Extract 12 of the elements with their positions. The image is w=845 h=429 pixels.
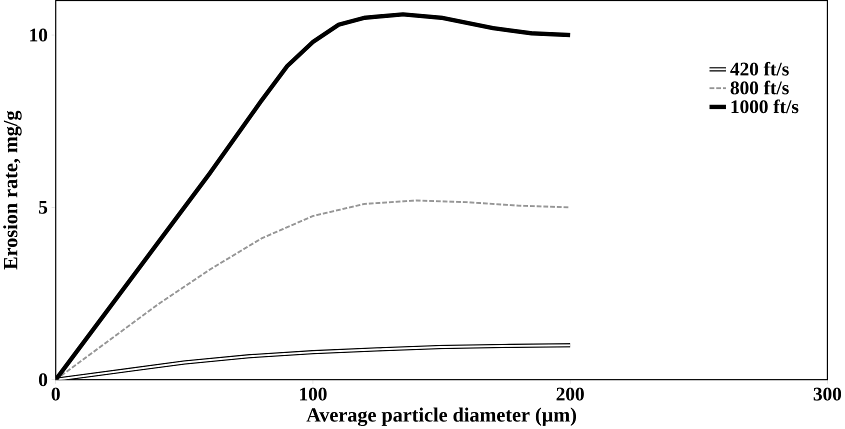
x-axis-title: Average particle diameter (µm) (306, 407, 576, 426)
y-tick-label: 0 (38, 373, 48, 386)
legend-label: 420 ft/s (730, 62, 789, 76)
y-tick-label: 5 (39, 200, 48, 214)
x-tick-label: 300 (814, 388, 842, 400)
y-tick-label: 10 (30, 28, 48, 42)
y-axis-title: Erosion rate, mg/g (3, 110, 22, 270)
x-tick-label: 200 (556, 388, 584, 400)
x-tick-label: 0 (52, 388, 60, 400)
legend-label: 800 ft/s (730, 80, 789, 94)
legend-label: 1000 ft/s (732, 99, 798, 114)
x-tick-label: 100 (300, 388, 327, 400)
